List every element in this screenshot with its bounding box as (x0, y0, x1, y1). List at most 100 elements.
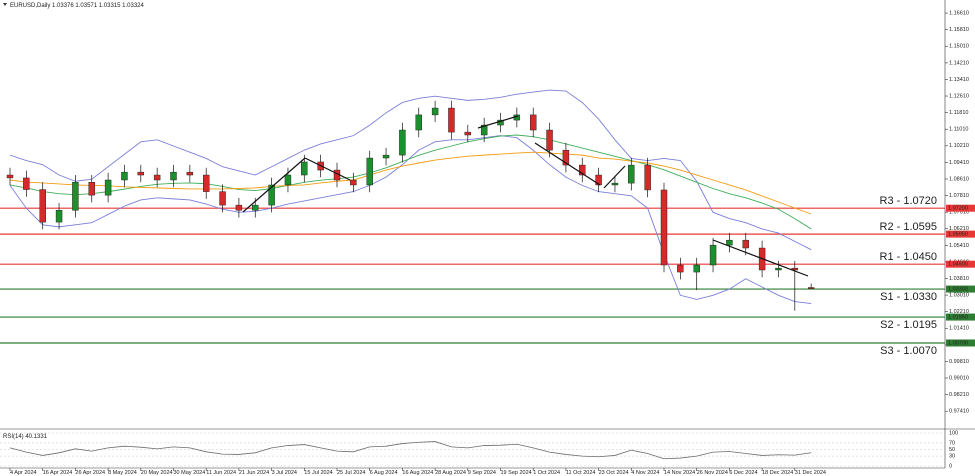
candle-body (23, 177, 30, 190)
x-tick-label: 19 Sep 2024 (501, 470, 532, 476)
trendline (534, 142, 601, 186)
candle-body (660, 189, 668, 266)
indicator-line (9, 89, 812, 251)
trendline (603, 165, 626, 189)
candle-body (480, 124, 488, 136)
y-tick-label: 1.02210 (949, 309, 969, 315)
y-tick-label: 1.08610 (949, 176, 969, 182)
rsi-tick-label: 100 (949, 430, 958, 436)
candle-body (350, 179, 357, 186)
candle-body (693, 264, 700, 273)
x-tick-label: 14 Nov 2024 (664, 470, 695, 476)
symbol: EURUSD,Daily (10, 3, 50, 9)
y-tick-label: 0.99810 (949, 359, 969, 365)
y-tick-label: 1.11010 (949, 127, 968, 133)
x-tick-label: 16 Apr 2024 (43, 470, 73, 476)
candle-body (775, 267, 782, 271)
candle-body (611, 182, 619, 186)
level-label: R3 - 1.0720 (880, 195, 937, 207)
candle-body (709, 244, 717, 266)
candle-body (644, 164, 651, 191)
x-tick-label: 4 Apr 2024 (10, 470, 37, 476)
x-tick-label: 20 May 2024 (141, 470, 173, 476)
level-axis-box (946, 339, 975, 347)
y-tick-label: 1.13410 (949, 77, 969, 83)
level-label: S3 - 1.0070 (880, 345, 937, 357)
candle-body (807, 287, 815, 289)
candle-body (448, 107, 455, 133)
candle-body (284, 174, 292, 186)
x-tick-label: 6 Aug 2024 (370, 470, 398, 476)
candle-body (235, 204, 243, 211)
candle-body (464, 131, 471, 136)
candle-body (121, 171, 128, 181)
y-tick-label: 0.99010 (949, 375, 969, 381)
x-tick-label: 26 Nov 2024 (697, 470, 728, 476)
level-axis-label: 1.04500 (948, 262, 968, 268)
rsi-tick-label: 30 (949, 454, 955, 460)
y-tick-label: 0.97410 (949, 409, 969, 415)
level-label: S1 - 1.0330 (880, 291, 937, 303)
x-tick-label: 11 Jun 2024 (206, 470, 236, 476)
x-tick-label: 11 Oct 2024 (566, 470, 596, 476)
y-tick-label: 1.12610 (949, 93, 969, 99)
candle-body (252, 204, 259, 211)
y-tick-label: 1.11810 (949, 110, 968, 116)
candle-body (546, 129, 553, 151)
y-tick-label: 1.14210 (949, 60, 969, 66)
candle-body (595, 174, 602, 186)
candle-body (301, 161, 308, 176)
x-tick-label: 23 Oct 2024 (599, 470, 629, 476)
indicator-line (9, 134, 812, 230)
high-value: 1.03571 (75, 3, 97, 9)
trendline (242, 157, 306, 213)
rsi-tick-label: 50 (949, 447, 955, 453)
candle-body (219, 191, 226, 206)
x-tick-label: 31 Dec 2024 (795, 470, 826, 476)
x-tick-label: 8 May 2024 (108, 470, 137, 476)
level-label: R1 - 1.0450 (880, 251, 937, 263)
y-tick-label: 0.98210 (949, 392, 969, 398)
candle-body (6, 174, 14, 179)
level-axis-label: 1.07200 (948, 206, 968, 212)
candle-body (742, 239, 749, 249)
x-tick-label: 25 Jul 2024 (337, 470, 365, 476)
candle-body (104, 179, 112, 196)
x-tick-label: 15 Jul 2024 (304, 470, 332, 476)
rsi-name: RSI(14) (3, 434, 24, 440)
candle-body (677, 264, 684, 273)
candle-body (55, 210, 63, 223)
level-axis-label: 1.05950 (948, 232, 968, 238)
candle-body (579, 164, 586, 176)
x-tick-label: 28 Aug 2024 (435, 470, 466, 476)
header-icon (3, 3, 7, 6)
candle-body (562, 149, 570, 166)
y-tick-label: 1.09410 (949, 160, 969, 166)
x-tick-label: 1 Oct 2024 (533, 470, 560, 476)
rsi-title: RSI(14) 40.1331 (3, 434, 48, 440)
candle-body (39, 189, 46, 223)
trendline (712, 239, 809, 277)
candle-body (415, 114, 422, 131)
y-tick-label: 1.07810 (949, 193, 969, 199)
level-axis-box (946, 313, 975, 321)
candle-body (268, 184, 275, 206)
x-tick-label: 18 Dec 2024 (762, 470, 793, 476)
level-axis-label: 1.03300 (948, 287, 968, 293)
level-axis-box (946, 285, 975, 293)
y-tick-label: 1.03810 (949, 276, 969, 282)
x-tick-label: 30 May 2024 (174, 470, 206, 476)
x-tick-label: 3 Jul 2024 (272, 470, 297, 476)
y-tick-label: 1.05410 (949, 243, 969, 249)
y-tick-label: 1.06210 (949, 226, 969, 232)
y-tick-label: 1.16610 (949, 11, 969, 17)
close-value: 1.03324 (122, 3, 144, 9)
y-tick-label: 1.07010 (949, 210, 969, 216)
y-tick-label: 1.15010 (949, 44, 969, 50)
level-axis-box (946, 230, 975, 238)
rsi-tick-label: 70 (949, 440, 955, 446)
candle-body (170, 171, 177, 181)
x-tick-label: 9 Sep 2024 (468, 470, 496, 476)
